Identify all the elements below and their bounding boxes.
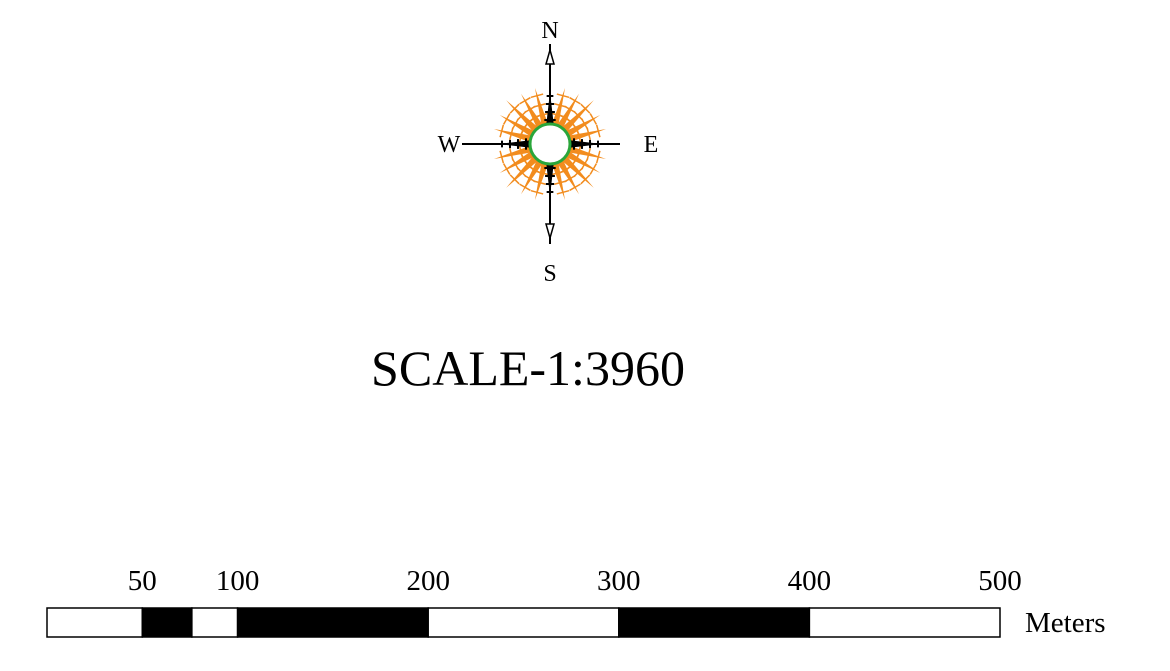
south-label: S <box>543 261 556 287</box>
scale-ratio-title: SCALE-1:3960 <box>371 340 685 396</box>
compass-ray-barb <box>535 112 549 118</box>
scale-unit-label: Meters <box>1025 607 1106 639</box>
scale-tick-label: 100 <box>216 565 260 597</box>
south-arrowhead-icon <box>545 223 555 241</box>
compass-ray-barb <box>595 124 601 138</box>
compass-ray <box>555 93 579 131</box>
scale-bar-segment <box>141 607 193 638</box>
east-label: E <box>644 132 659 158</box>
compass-ray-barb <box>499 124 505 138</box>
compass-ray <box>563 149 601 173</box>
compass-ray-barb <box>595 150 601 164</box>
compass-ray-barb <box>519 183 531 192</box>
compass-ray-barb <box>580 174 591 185</box>
compass-ray-barb <box>518 145 524 159</box>
scale-tick-label: 300 <box>597 565 641 597</box>
scale-bar-tick-labels: 50 100 200 300 400 500 <box>128 565 1022 597</box>
compass-ray-barb <box>519 96 531 105</box>
scale-bar-segment <box>46 607 144 638</box>
compass-ray-barb <box>551 170 565 176</box>
north-arrowhead-icon <box>545 47 555 65</box>
west-label: W <box>438 132 461 158</box>
compass-ray <box>563 115 601 139</box>
compass-ray <box>551 160 566 201</box>
compass-ray <box>534 87 549 128</box>
scale-tick-label: 400 <box>788 565 832 597</box>
compass-ray <box>499 115 537 139</box>
compass-ray-barb <box>589 113 598 125</box>
compass-ray <box>566 128 607 143</box>
north-label: N <box>541 18 558 44</box>
scale-bar-segment <box>427 607 620 638</box>
scale-bar-segment <box>236 607 429 638</box>
scale-bar-segment <box>191 607 239 638</box>
scale-bar: 50 100 200 300 400 500 Meters <box>46 565 1106 639</box>
compass-ray <box>521 157 545 195</box>
compass-ray-barb <box>569 96 581 105</box>
compass-ray <box>493 145 534 160</box>
compass-ray-barb <box>580 103 591 114</box>
compass-ray-barb <box>576 129 582 143</box>
compass-ray-barb <box>530 93 544 99</box>
compass-ray-barb <box>509 174 520 185</box>
compass-ray <box>499 149 537 173</box>
compass-ray-barb <box>554 180 567 185</box>
compass-ray-barb <box>509 103 520 114</box>
compass-ray-barb <box>530 189 544 195</box>
compass-ray <box>566 145 607 160</box>
compass-ray-barb <box>499 150 505 164</box>
scale-tick-label: 500 <box>978 565 1022 597</box>
compass-rays <box>493 87 607 201</box>
compass-ray-barb <box>556 93 570 99</box>
compass-ray-barb <box>502 163 511 175</box>
compass-ray-barb <box>569 183 581 192</box>
compass-ray-barb <box>533 103 546 108</box>
scale-bar-segments <box>46 607 1001 638</box>
north-arrow-compass: N S E W <box>438 18 659 287</box>
compass-ray <box>551 87 566 128</box>
scale-bar-segment <box>808 607 1001 638</box>
compass-ray-barb <box>509 148 514 161</box>
compass-ray <box>534 160 549 201</box>
compass-ray <box>555 157 579 195</box>
compass-ray <box>493 128 534 143</box>
compass-ray-barb <box>502 113 511 125</box>
compass-ray-barb <box>586 127 591 140</box>
compass-ray-barb <box>556 189 570 195</box>
compass-center-ring <box>528 122 572 166</box>
scale-tick-label: 50 <box>128 565 157 597</box>
scale-tick-label: 200 <box>406 565 450 597</box>
compass-ray <box>521 93 545 131</box>
scale-bar-segment <box>618 607 811 638</box>
compass-ray-barb <box>589 163 598 175</box>
